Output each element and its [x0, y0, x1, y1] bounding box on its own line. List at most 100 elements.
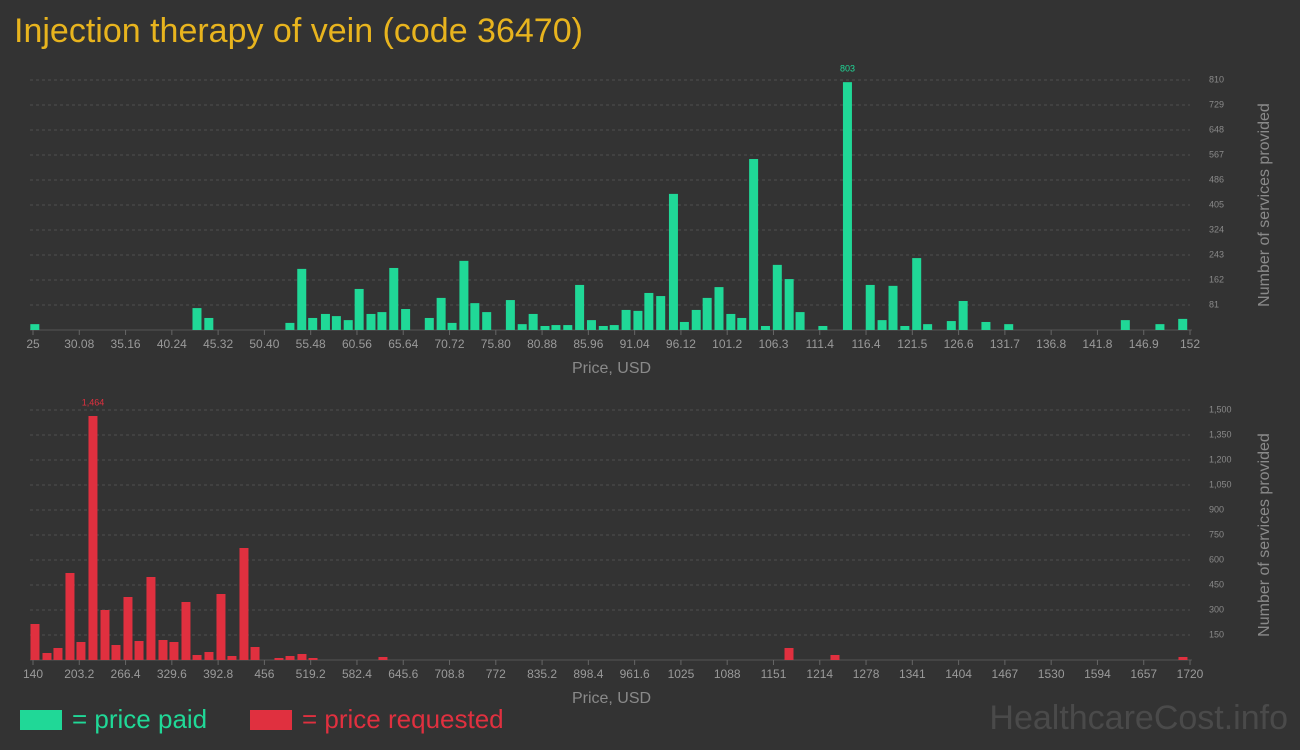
bar: [274, 658, 284, 660]
bar: [447, 322, 457, 330]
bar: [877, 320, 887, 330]
x-tick-label: 772: [486, 667, 506, 681]
y-tick-label: 81: [1209, 299, 1219, 309]
y-tick-label: 405: [1209, 199, 1224, 209]
data-label: 803: [840, 64, 855, 74]
y-tick-label: 162: [1209, 274, 1224, 284]
x-tick-label: 1594: [1084, 667, 1111, 681]
y-tick-label: 1,350: [1209, 429, 1232, 439]
x-axis-title: Price, USD: [572, 360, 651, 377]
bar: [308, 658, 318, 660]
x-tick-label: 329.6: [157, 667, 187, 681]
x-tick-label: 961.6: [620, 667, 650, 681]
x-tick-label: 75.80: [481, 337, 511, 351]
bar: [1120, 320, 1130, 330]
bar: [517, 324, 527, 330]
bar: [30, 624, 40, 660]
legend-label: = price requested: [302, 704, 504, 734]
y-tick-label: 810: [1209, 74, 1224, 84]
bar: [586, 320, 596, 330]
bar: [575, 284, 585, 330]
bar: [389, 267, 399, 330]
bar: [482, 312, 492, 330]
y-tick-label: 1,200: [1209, 454, 1232, 464]
x-tick-label: 106.3: [758, 337, 788, 351]
bar: [239, 548, 249, 660]
x-tick-label: 25: [26, 337, 40, 351]
x-tick-label: 1025: [668, 667, 695, 681]
x-tick-label: 50.40: [249, 337, 279, 351]
bar: [88, 416, 98, 660]
bar: [250, 647, 260, 660]
x-tick-label: 136.8: [1036, 337, 1066, 351]
bar: [1155, 324, 1165, 330]
bar: [169, 642, 179, 660]
bar: [204, 652, 214, 660]
x-tick-label: 645.6: [388, 667, 418, 681]
bar: [609, 325, 619, 330]
bar: [320, 313, 330, 330]
bar: [784, 279, 794, 330]
bar: [181, 602, 191, 660]
bar: [459, 260, 469, 330]
x-tick-label: 85.96: [573, 337, 603, 351]
x-tick-label: 519.2: [296, 667, 326, 681]
bar: [784, 648, 794, 660]
bar: [528, 313, 538, 330]
x-tick-label: 30.08: [64, 337, 94, 351]
x-tick-label: 456: [254, 667, 274, 681]
page-title: Injection therapy of vein (code 36470): [14, 12, 583, 50]
x-tick-label: 35.16: [111, 337, 141, 351]
x-tick-label: 55.48: [296, 337, 326, 351]
bar: [946, 321, 956, 330]
legend-swatch: [250, 710, 292, 730]
watermark: HealthcareCost.info: [989, 699, 1288, 737]
x-tick-label: 70.72: [435, 337, 465, 351]
bar: [737, 317, 747, 330]
x-tick-label: 141.8: [1082, 337, 1112, 351]
bar: [354, 288, 364, 330]
bar: [308, 317, 318, 330]
bar: [297, 268, 307, 330]
x-axis-title: Price, USD: [572, 690, 651, 707]
bar: [53, 648, 63, 660]
x-tick-label: 121.5: [897, 337, 927, 351]
x-tick-label: 898.4: [573, 667, 603, 681]
x-tick-label: 582.4: [342, 667, 372, 681]
x-tick-label: 45.32: [203, 337, 233, 351]
y-tick-label: 450: [1209, 579, 1224, 589]
bar: [1178, 657, 1188, 660]
bar: [621, 309, 631, 330]
bar: [714, 287, 724, 330]
x-tick-label: 116.4: [851, 337, 880, 351]
bar: [505, 300, 515, 330]
x-tick-label: 101.2: [712, 337, 742, 351]
x-tick-label: 91.04: [620, 337, 650, 351]
bar: [726, 313, 736, 330]
bar: [668, 193, 678, 330]
x-tick-label: 1530: [1038, 667, 1065, 681]
x-tick-label: 1720: [1177, 667, 1204, 681]
x-tick-label: 392.8: [203, 667, 233, 681]
legend-label: = price paid: [72, 704, 207, 734]
bar: [679, 321, 689, 330]
bar: [691, 309, 701, 330]
bar: [30, 324, 40, 330]
x-tick-label: 203.2: [64, 667, 94, 681]
y-tick-label: 648: [1209, 124, 1224, 134]
y-tick-label: 486: [1209, 174, 1224, 184]
bar: [865, 284, 875, 330]
x-tick-label: 1278: [853, 667, 880, 681]
x-tick-label: 80.88: [527, 337, 557, 351]
bar: [1004, 324, 1014, 330]
bar: [912, 258, 922, 330]
bar: [146, 577, 156, 660]
bar: [749, 159, 759, 330]
x-tick-label: 1151: [761, 667, 787, 681]
x-tick-label: 1404: [945, 667, 972, 681]
bar: [100, 610, 110, 660]
bar: [958, 300, 968, 330]
bar: [818, 325, 828, 330]
x-tick-label: 266.4: [111, 667, 141, 681]
y-tick-label: 750: [1209, 529, 1224, 539]
